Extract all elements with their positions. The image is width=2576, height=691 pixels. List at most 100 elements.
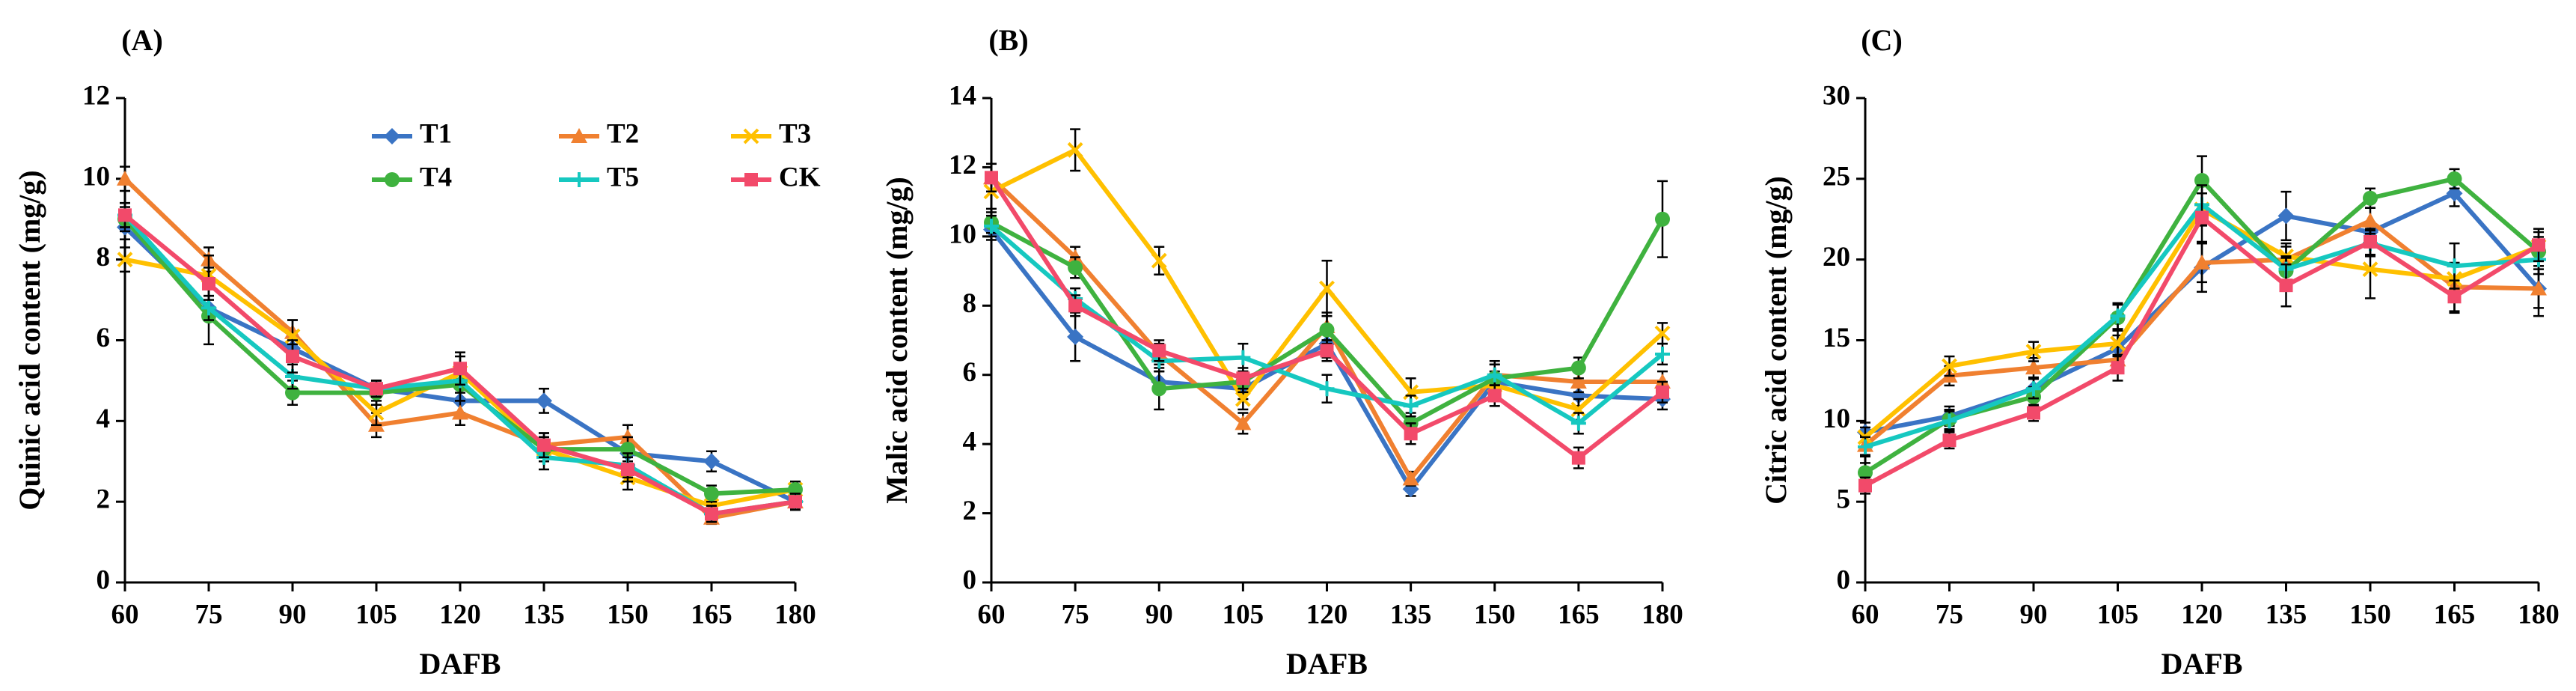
data-point-T2 <box>2362 212 2378 228</box>
data-point-CK <box>1068 299 1083 313</box>
y-axis-title: Quinic acid content (mg/g) <box>13 170 46 510</box>
data-point-CK <box>202 277 215 291</box>
data-point-CK <box>2111 361 2125 375</box>
data-point-T1 <box>536 392 552 410</box>
data-point-CK <box>370 382 383 396</box>
data-point-T2 <box>1235 415 1252 430</box>
chart-panel-2: (B) 0 2 4 6 8 10 12 14 60 75 90 105 120 135 150 165 180 DA… <box>880 23 1683 681</box>
data-point-T5 <box>2026 381 2041 397</box>
legend-label-T3: T3 <box>779 118 811 149</box>
x-tick-label: 120 <box>439 599 481 630</box>
data-point-T2 <box>2194 254 2210 270</box>
y-tick-label: 8 <box>97 242 111 273</box>
data-point-T1 <box>703 453 720 470</box>
y-tick-label: 12 <box>82 80 110 111</box>
data-point-CK <box>985 171 998 185</box>
y-tick-label: 5 <box>1837 484 1851 515</box>
data-point-T4 <box>1319 322 1335 338</box>
panel-label: (C) <box>1861 23 1903 57</box>
legend-marker-T2 <box>571 128 587 143</box>
series-CK <box>1858 192 2545 495</box>
data-point-T5 <box>984 218 999 234</box>
x-tick-label: 105 <box>1223 599 1264 630</box>
data-point-T5 <box>201 300 216 316</box>
data-point-T2 <box>117 170 133 186</box>
x-tick-label: 60 <box>1852 599 1879 630</box>
data-point-T5 <box>1942 413 1957 429</box>
data-point-CK <box>1942 433 1957 448</box>
panel-label: (A) <box>121 23 163 57</box>
x-tick-label: 135 <box>2266 599 2307 630</box>
data-point-T5 <box>2110 308 2126 324</box>
data-point-T2 <box>452 404 468 420</box>
y-axis-title: Malic acid content (mg/g) <box>880 177 914 504</box>
legend-marker-CK <box>744 173 758 186</box>
data-point-T2 <box>2025 359 2042 375</box>
data-point-CK <box>2364 234 2377 249</box>
data-point-T5 <box>1570 415 1586 431</box>
data-point-CK <box>2195 210 2209 225</box>
data-point-T3 <box>1319 280 1335 296</box>
panel-label: (B) <box>988 23 1028 57</box>
data-point-CK <box>1404 427 1418 441</box>
y-axis-title: Citric acid content (mg/g) <box>1759 176 1793 505</box>
data-point-CK <box>1487 389 1502 403</box>
data-point-T3 <box>1654 325 1671 341</box>
legend-label-CK: CK <box>779 162 821 192</box>
data-point-T5 <box>1235 350 1251 365</box>
x-tick-label: 165 <box>2434 599 2476 630</box>
y-tick-label: 10 <box>82 161 110 192</box>
x-tick-label: 150 <box>1474 599 1516 630</box>
x-tick-label: 135 <box>523 599 565 630</box>
data-point-CK <box>453 362 467 376</box>
series-CK <box>985 162 1669 469</box>
data-point-T4 <box>2363 190 2378 206</box>
series-CK <box>118 201 802 523</box>
y-tick-label: 10 <box>949 219 976 249</box>
data-point-CK <box>2532 238 2545 252</box>
data-point-T3 <box>2362 261 2378 278</box>
data-point-T4 <box>1068 260 1083 276</box>
chart-panel-3: (C) 0 5 10 15 20 25 30 60 75 90 105 120 135 150 165 180 D… <box>1759 23 2560 681</box>
legend-label-T2: T2 <box>607 118 639 149</box>
data-point-T5 <box>1655 346 1670 362</box>
data-point-CK <box>621 463 634 477</box>
data-point-T5 <box>1858 439 1873 454</box>
series-line-T2 <box>123 177 796 520</box>
legend-marker-T4 <box>385 172 400 187</box>
x-tick-label: 150 <box>2349 599 2391 630</box>
data-point-T2 <box>1402 470 1419 486</box>
y-tick-label: 10 <box>1823 404 1850 434</box>
y-tick-label: 20 <box>1823 242 1850 273</box>
data-point-T2 <box>2530 280 2547 296</box>
data-point-T3 <box>1570 401 1587 418</box>
y-tick-label: 2 <box>963 496 977 526</box>
x-tick-label: 180 <box>2518 599 2560 630</box>
data-point-CK <box>1236 371 1250 386</box>
y-tick-label: 14 <box>949 80 976 111</box>
data-point-CK <box>2279 278 2293 293</box>
y-tick-label: 15 <box>1823 323 1850 353</box>
series-T2 <box>117 165 804 526</box>
y-tick-label: 0 <box>1837 564 1851 595</box>
legend-marker-T1 <box>384 128 400 144</box>
data-point-T2 <box>1570 373 1587 389</box>
data-point-CK <box>2447 290 2462 304</box>
data-point-T3 <box>1235 391 1251 407</box>
legend-label-T5: T5 <box>607 162 639 192</box>
x-tick-label: 150 <box>607 599 649 630</box>
y-tick-label: 25 <box>1823 161 1850 192</box>
data-point-CK <box>705 507 718 521</box>
data-point-T4 <box>1570 360 1586 376</box>
data-point-T3 <box>2025 344 2042 360</box>
x-tick-label: 90 <box>279 599 307 630</box>
data-point-T3 <box>1151 252 1167 269</box>
data-point-CK <box>537 438 551 452</box>
x-tick-label: 75 <box>195 599 223 630</box>
data-point-CK <box>1656 385 1669 399</box>
data-point-T4 <box>2194 172 2209 188</box>
y-tick-label: 30 <box>1823 80 1850 111</box>
x-tick-label: 120 <box>2181 599 2223 630</box>
x-tick-label: 105 <box>2097 599 2139 630</box>
